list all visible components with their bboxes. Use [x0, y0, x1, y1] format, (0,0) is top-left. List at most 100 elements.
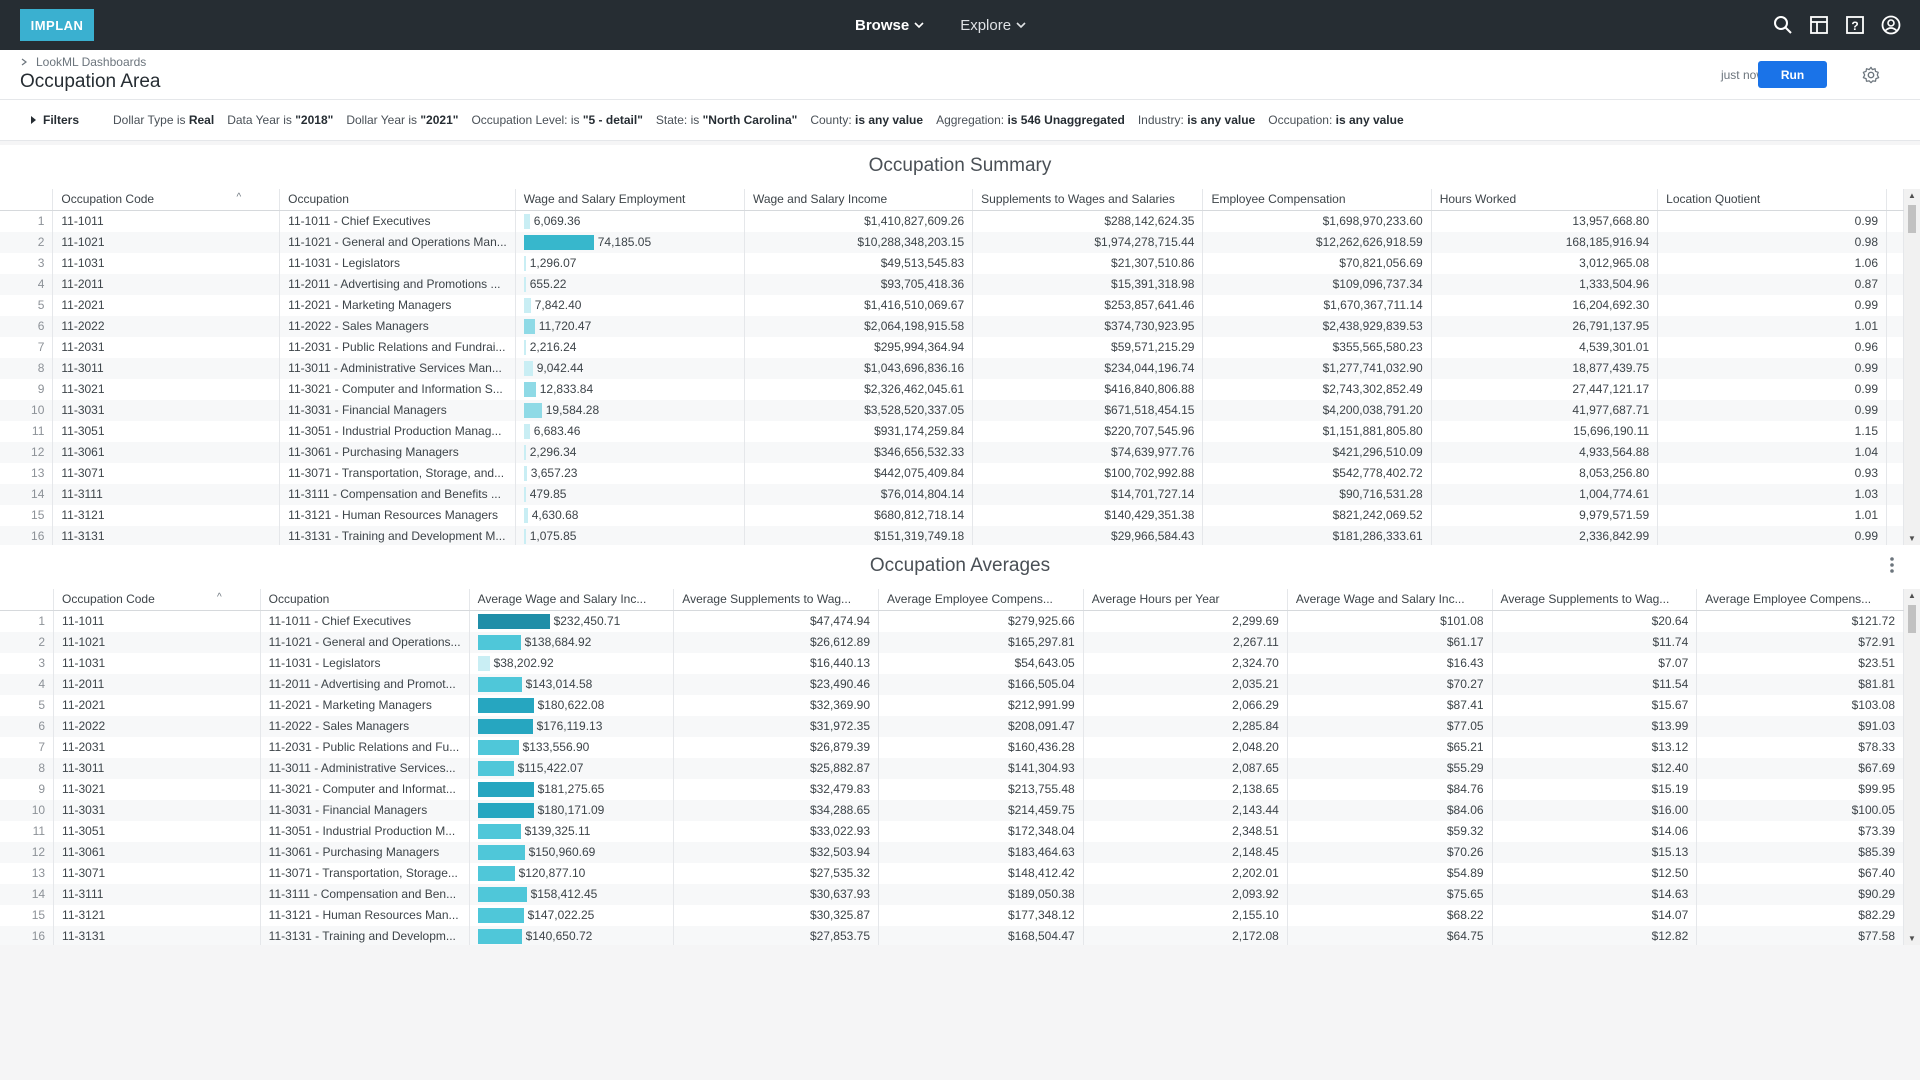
column-header[interactable]: Average Hours per Year: [1083, 589, 1288, 611]
table-row[interactable]: 9 11-3021 11-3021 - Computer and Informat.…: [0, 778, 1904, 800]
table-row[interactable]: 4 11-2011 11-2011 - Advertising and Promot…: [0, 273, 1904, 295]
table-row[interactable]: 3 11-1031 11-1031 - Legislators $38,202.92 $…: [0, 652, 1904, 674]
summary-scrollbar[interactable]: ▲ ▼: [1904, 189, 1920, 545]
sup-cell: $32,369.90: [673, 694, 879, 716]
column-header[interactable]: Average Employee Compens...: [1696, 589, 1904, 611]
table-row[interactable]: 2 11-1021 11-1021 - General and Operations…: [0, 231, 1904, 253]
table-row[interactable]: 10 11-3031 11-3031 - Financial Managers 19,…: [0, 399, 1904, 421]
scroll-up-icon[interactable]: ▲: [1908, 191, 1916, 200]
occupation-cell: 11-3121 - Human Resources Man...: [260, 904, 470, 926]
sort-ascending-icon[interactable]: ^: [216, 592, 222, 604]
column-header[interactable]: Wage and Salary Employment: [515, 189, 745, 211]
sort-ascending-icon[interactable]: ^: [236, 192, 242, 204]
table-row[interactable]: 7 11-2031 11-2031 - Public Relations and F…: [0, 736, 1904, 758]
table-row[interactable]: 4 11-2011 11-2011 - Advertising and Promot…: [0, 673, 1904, 695]
column-header[interactable]: Supplements to Wages and Salaries: [972, 189, 1204, 211]
table-row[interactable]: 12 11-3061 11-3061 - Purchasing Managers $1…: [0, 841, 1904, 863]
table-row[interactable]: 7 11-2031 11-2031 - Public Relations and F…: [0, 336, 1904, 358]
table-row[interactable]: 6 11-2022 11-2022 - Sales Managers $176,119…: [0, 715, 1904, 737]
browse-menu[interactable]: Browse: [855, 17, 924, 34]
column-header[interactable]: Employee Compensation: [1202, 189, 1432, 211]
column-header[interactable]: Average Employee Compens...: [878, 589, 1084, 611]
column-header[interactable]: Average Supplements to Wag...: [673, 589, 879, 611]
table-row[interactable]: 2 11-1021 11-1021 - General and Operations…: [0, 631, 1904, 653]
filter-pill[interactable]: Occupation: is any value: [1268, 113, 1403, 127]
column-header[interactable]: Average Wage and Salary Inc...: [1287, 589, 1493, 611]
run-button[interactable]: Run: [1758, 61, 1827, 88]
table-row[interactable]: 1 11-1011 11-1011 - Chief Executives $232,4…: [0, 610, 1904, 632]
employment-bar-cell: 19,584.28: [523, 400, 736, 421]
user-icon[interactable]: [1880, 14, 1902, 36]
filter-pill[interactable]: Data Year is "2018": [227, 113, 333, 127]
occupation-cell: 11-1031 - Legislators: [279, 252, 516, 274]
hours-cell: 8,053,256.80: [1431, 462, 1659, 484]
occupation-code-cell: 11-2021: [52, 294, 281, 316]
column-header[interactable]: Occupation Code ^: [52, 189, 281, 211]
breadcrumb[interactable]: LookML Dashboards: [20, 55, 146, 69]
avg-wage-value: $150,960.69: [528, 845, 596, 859]
sup-cell: $416,840,806.88: [972, 378, 1204, 400]
scroll-up-icon[interactable]: ▲: [1908, 591, 1916, 600]
table-row[interactable]: 11 11-3051 11-3051 - Industrial Production…: [0, 820, 1904, 842]
hc-cell: $90.29: [1696, 883, 1904, 905]
row-number: 9: [0, 778, 55, 800]
help-icon[interactable]: ?: [1844, 14, 1866, 36]
scroll-thumb[interactable]: [1908, 605, 1916, 633]
scroll-down-icon[interactable]: ▼: [1908, 934, 1916, 943]
table-row[interactable]: 16 11-3131 11-3131 - Training and Developm…: [0, 925, 1904, 945]
search-icon[interactable]: [1772, 14, 1794, 36]
filter-value: is 546 Unaggregated: [1007, 113, 1125, 127]
hours-cell: 2,048.20: [1083, 736, 1288, 758]
employment-value: 9,042.44: [536, 361, 584, 375]
hs-cell: $13.99: [1492, 715, 1698, 737]
column-header[interactable]: Average Wage and Salary Inc...: [469, 589, 675, 611]
filter-pill[interactable]: Dollar Type is Real: [113, 113, 214, 127]
column-header-label: Employee Compensation: [1211, 192, 1346, 207]
hw-cell: $16.43: [1287, 652, 1493, 674]
table-row[interactable]: 13 11-3071 11-3071 - Transportation, Stora…: [0, 862, 1904, 884]
column-header[interactable]: Hours Worked: [1431, 189, 1659, 211]
column-header[interactable]: Occupation: [279, 189, 516, 211]
table-row[interactable]: 12 11-3061 11-3061 - Purchasing Managers 2,…: [0, 441, 1904, 463]
marketplace-icon[interactable]: [1808, 14, 1830, 36]
table-row[interactable]: 9 11-3021 11-3021 - Computer and Informati…: [0, 378, 1904, 400]
table-row[interactable]: 14 11-3111 11-3111 - Compensation and Ben.…: [0, 883, 1904, 905]
scroll-down-icon[interactable]: ▼: [1908, 534, 1916, 543]
table-row[interactable]: 5 11-2021 11-2021 - Marketing Managers $180…: [0, 694, 1904, 716]
column-header[interactable]: Average Supplements to Wag...: [1492, 589, 1698, 611]
filter-pill[interactable]: Dollar Year is "2021": [346, 113, 458, 127]
table-row[interactable]: 16 11-3131 11-3131 - Training and Developm…: [0, 525, 1904, 545]
table-row[interactable]: 8 11-3011 11-3011 - Administrative Service…: [0, 757, 1904, 779]
table-row[interactable]: 15 11-3121 11-3121 - Human Resources Manag…: [0, 504, 1904, 526]
gear-icon[interactable]: [1860, 64, 1882, 86]
averages-table: Occupation Code ^ Occupation Average Wage a…: [0, 589, 1904, 945]
table-row[interactable]: 13 11-3071 11-3071 - Transportation, Stora…: [0, 462, 1904, 484]
table-row[interactable]: 8 11-3011 11-3011 - Administrative Service…: [0, 357, 1904, 379]
table-row[interactable]: 14 11-3111 11-3111 - Compensation and Bene…: [0, 483, 1904, 505]
filter-pill[interactable]: State: is "North Carolina": [656, 113, 797, 127]
column-header[interactable]: Occupation Code ^: [53, 589, 261, 611]
column-header[interactable]: Occupation: [260, 589, 470, 611]
table-row[interactable]: 3 11-1031 11-1031 - Legislators 1,296.07 $49…: [0, 252, 1904, 274]
column-header-label: Location Quotient: [1666, 192, 1761, 207]
explore-menu[interactable]: Explore: [960, 17, 1026, 34]
scroll-thumb[interactable]: [1908, 205, 1916, 233]
filter-pill[interactable]: County: is any value: [810, 113, 923, 127]
column-header[interactable]: Location Quotient: [1657, 189, 1887, 211]
table-row[interactable]: 6 11-2022 11-2022 - Sales Managers 11,720.4…: [0, 315, 1904, 337]
table-row[interactable]: 15 11-3121 11-3121 - Human Resources Man..…: [0, 904, 1904, 926]
filter-pill[interactable]: Aggregation: is 546 Unaggregated: [936, 113, 1125, 127]
table-row[interactable]: 1 11-1011 11-1011 - Chief Executives 6,069.…: [0, 210, 1904, 232]
averages-scrollbar[interactable]: ▲ ▼: [1904, 589, 1920, 945]
table-row[interactable]: 10 11-3031 11-3031 - Financial Managers $18…: [0, 799, 1904, 821]
column-header[interactable]: Wage and Salary Income: [744, 189, 974, 211]
sup-cell: $220,707,545.96: [972, 420, 1204, 442]
filter-pill[interactable]: Occupation Level: is "5 - detail": [471, 113, 642, 127]
filter-pill[interactable]: Industry: is any value: [1138, 113, 1255, 127]
implan-logo[interactable]: IMPLAN: [20, 9, 94, 41]
table-row[interactable]: 5 11-2021 11-2021 - Marketing Managers 7,84…: [0, 294, 1904, 316]
more-vert-icon[interactable]: [1884, 555, 1900, 575]
filters-toggle[interactable]: Filters: [30, 113, 79, 127]
sup-cell: $30,325.87: [673, 904, 879, 926]
table-row[interactable]: 11 11-3051 11-3051 - Industrial Production…: [0, 420, 1904, 442]
